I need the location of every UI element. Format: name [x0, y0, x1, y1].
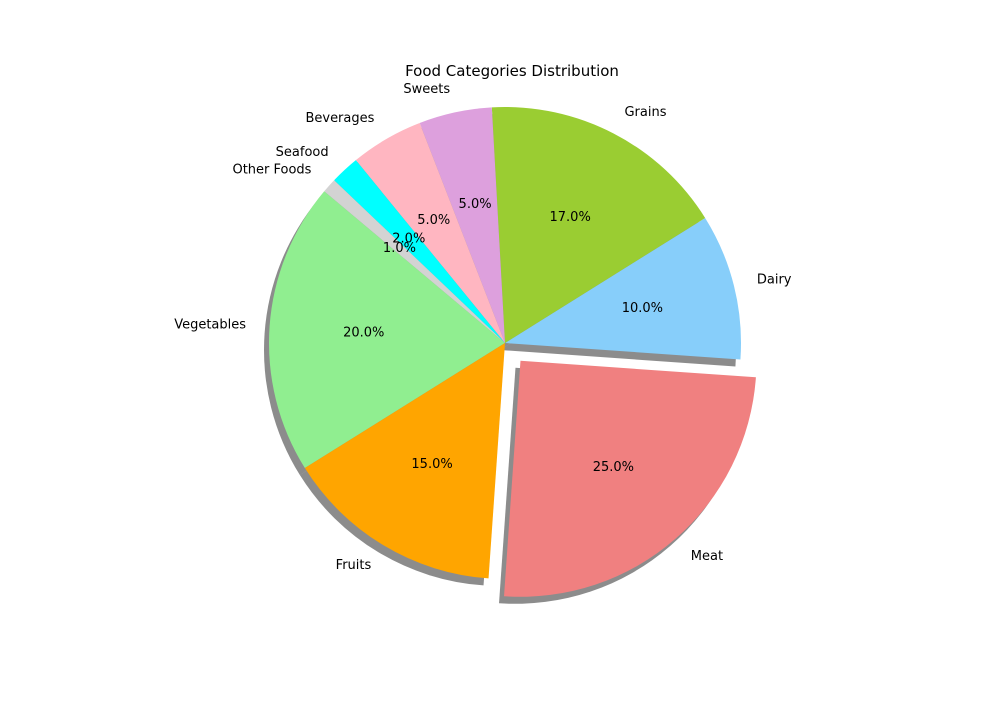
- slice-label-seafood: Seafood: [276, 145, 329, 160]
- slice-fruits: [304, 343, 505, 579]
- slice-sweets: [419, 107, 505, 343]
- slice-label-other-foods: Other Foods: [232, 162, 311, 177]
- percent-label-sweets: 5.0%: [459, 197, 492, 212]
- slice-label-fruits: Fruits: [336, 558, 372, 573]
- percent-label-fruits: 15.0%: [411, 457, 452, 472]
- slice-dairy: [505, 217, 741, 360]
- slice-meat: [504, 360, 756, 597]
- slice-label-dairy: Dairy: [757, 273, 792, 288]
- slice-label-beverages: Beverages: [305, 111, 374, 126]
- percent-label-other-foods: 1.0%: [383, 241, 416, 256]
- slice-grains: [491, 107, 706, 343]
- slice-seafood: [334, 160, 505, 343]
- slice-label-sweets: Sweets: [403, 82, 450, 97]
- percent-label-seafood: 2.0%: [392, 232, 425, 247]
- slice-other-foods: [324, 180, 505, 343]
- slice-label-grains: Grains: [624, 105, 666, 120]
- slice-beverages: [355, 122, 505, 343]
- percent-label-dairy: 10.0%: [622, 301, 663, 316]
- slices: [269, 107, 756, 597]
- slice-labels: Vegetables Fruits Meat Dairy Grains Sweets Bev…: [174, 82, 792, 573]
- percent-label-vegetables: 20.0%: [343, 326, 384, 341]
- chart-title: Food Categories Distribution: [405, 62, 619, 80]
- slice-label-vegetables: Vegetables: [174, 317, 246, 332]
- percent-label-beverages: 5.0%: [417, 213, 450, 228]
- percent-label-meat: 25.0%: [593, 460, 634, 475]
- percent-labels: 20.0% 15.0% 25.0% 10.0% 17.0% 5.0% 5.0% 2.0%1.0…: [343, 197, 663, 475]
- percent-label-grains: 17.0%: [550, 210, 591, 225]
- slice-label-meat: Meat: [691, 549, 723, 564]
- slice-vegetables: [269, 191, 505, 469]
